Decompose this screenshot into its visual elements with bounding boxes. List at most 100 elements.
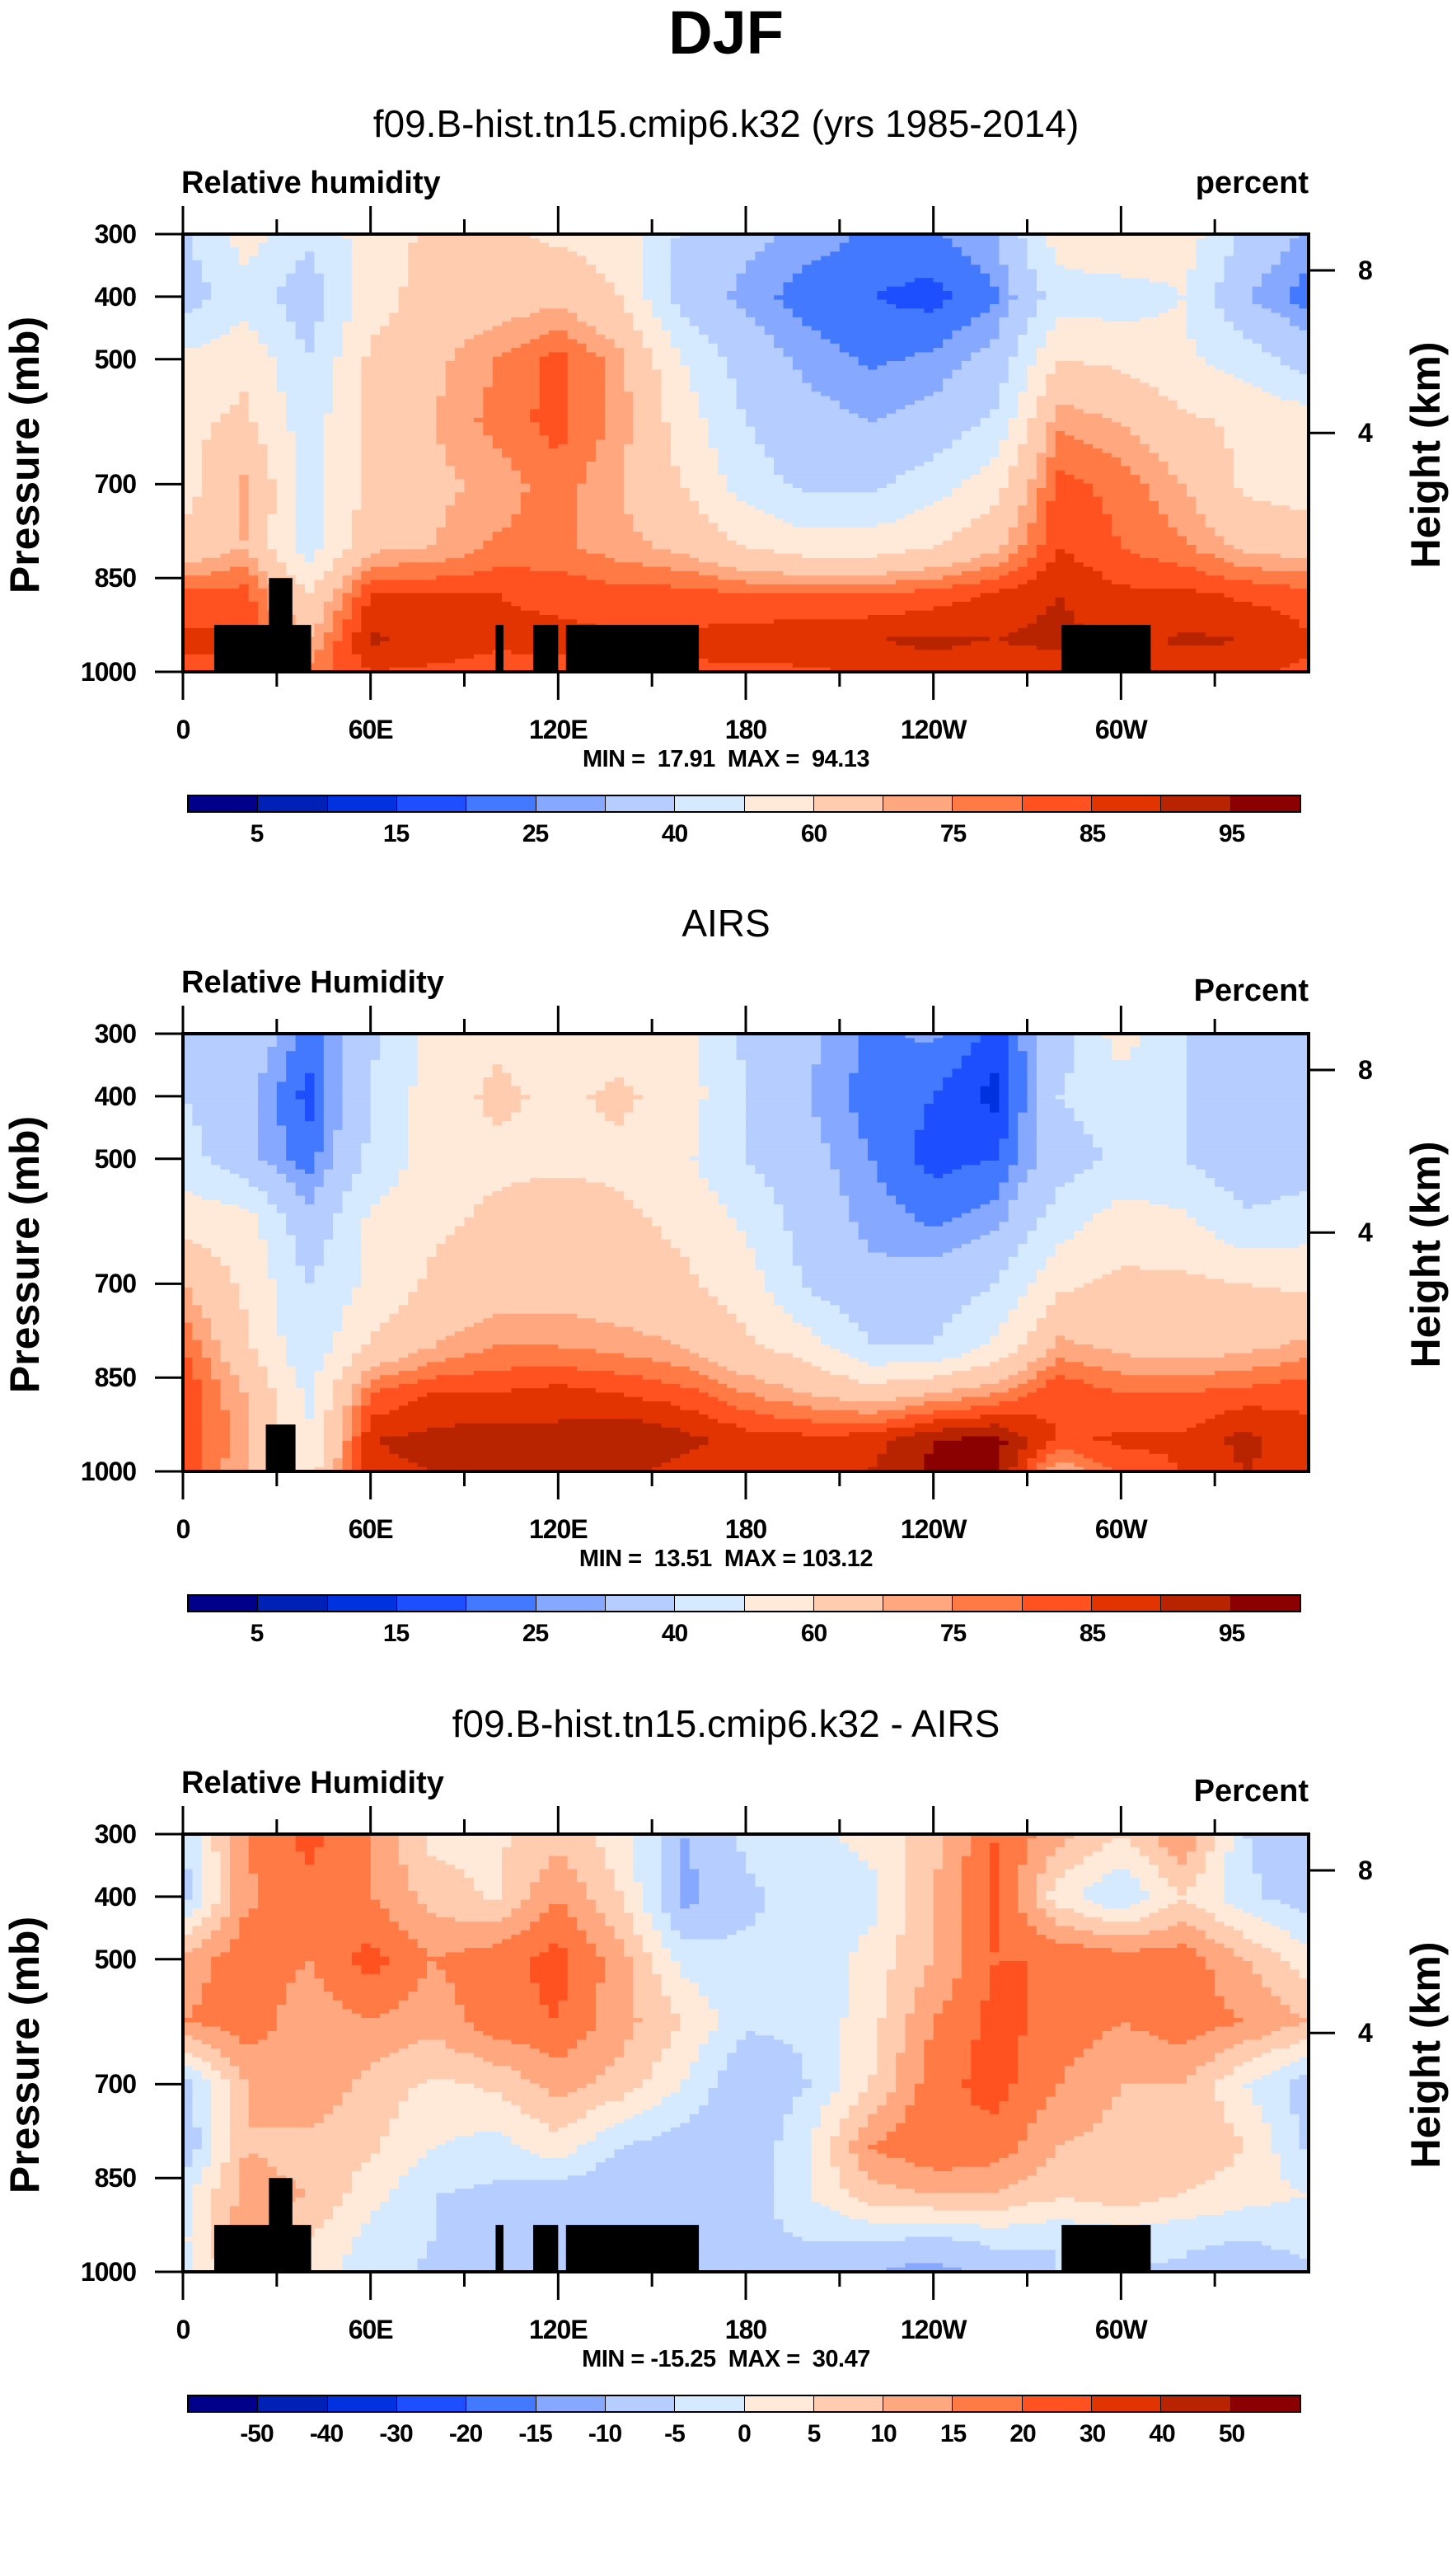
- contour-fill-cell: [1168, 1454, 1234, 1459]
- contour-fill-cell: [999, 1157, 1019, 1161]
- contour-fill-cell: [305, 256, 315, 261]
- contour-fill-cell: [202, 457, 268, 462]
- contour-fill-cell: [1037, 1069, 1075, 1074]
- contour-fill-cell: [652, 1965, 681, 1970]
- contour-fill-cell: [183, 1865, 203, 1870]
- contour-fill-cell: [934, 1926, 963, 1931]
- contour-fill-cell: [1009, 1082, 1028, 1086]
- contour-fill-cell: [183, 1974, 212, 1979]
- contour-fill-cell: [1028, 501, 1037, 506]
- contour-fill-cell: [1206, 1860, 1225, 1865]
- contour-fill-cell: [314, 256, 352, 261]
- contour-fill-cell: [1187, 1851, 1206, 1856]
- colorbar-label: 25: [503, 819, 569, 849]
- contour-fill-cell: [718, 575, 944, 580]
- contour-fill-cell: [718, 1196, 775, 1201]
- contour-fill-cell: [1272, 265, 1309, 270]
- contour-fill-cell: [371, 1091, 409, 1096]
- contour-fill-cell: [568, 422, 606, 427]
- contour-fill-cell: [624, 1354, 700, 1358]
- contour-fill-cell: [633, 1104, 700, 1109]
- contour-fill-cell: [324, 1095, 344, 1100]
- contour-fill-cell: [943, 1086, 981, 1091]
- contour-fill-cell: [183, 1939, 203, 1944]
- contour-fill-cell: [1037, 352, 1197, 357]
- contour-fill-cell: [549, 1948, 569, 1953]
- contour-fill-cell: [286, 1138, 324, 1143]
- contour-fill-cell: [981, 2014, 1028, 2019]
- contour-fill-cell: [1056, 488, 1094, 493]
- contour-fill-cell: [1018, 1432, 1056, 1437]
- contour-fill-cell: [662, 1992, 700, 1997]
- colorbar-swatch: [536, 796, 606, 811]
- contour-fill-cell: [680, 352, 718, 357]
- contour-fill-cell: [906, 1882, 934, 1887]
- contour-fill-cell: [990, 409, 1019, 414]
- contour-fill-cell: [258, 1874, 371, 1879]
- contour-fill-cell: [192, 1870, 202, 1875]
- contour-fill-cell: [680, 1454, 878, 1459]
- contour-fill-cell: [474, 1878, 503, 1883]
- contour-fill-cell: [934, 1917, 963, 1922]
- contour-fill-cell: [568, 1860, 606, 1865]
- contour-plot: [183, 1834, 1309, 2272]
- contour-fill-cell: [802, 1270, 1000, 1275]
- contour-fill-cell: [952, 488, 1000, 493]
- contour-fill-cell: [737, 1056, 822, 1061]
- contour-fill-cell: [1225, 270, 1272, 274]
- contour-fill-cell: [1225, 1944, 1262, 1949]
- contour-fill-cell: [990, 1939, 1000, 1944]
- height-tick-label: 8: [1358, 1055, 1373, 1085]
- contour-fill-cell: [1028, 251, 1056, 256]
- contour-fill-cell: [971, 1349, 1019, 1354]
- contour-fill-cell: [474, 1887, 503, 1892]
- contour-fill-cell: [211, 1318, 249, 1323]
- contour-fill-cell: [1065, 1335, 1309, 1340]
- contour-fill-cell: [962, 247, 1000, 252]
- contour-fill-cell: [971, 1208, 1009, 1213]
- contour-fill-cell: [1103, 1208, 1187, 1213]
- contour-fill-cell: [924, 1392, 991, 1397]
- contour-fill-cell: [1037, 357, 1206, 362]
- contour-fill-cell: [483, 331, 550, 335]
- contour-fill-cell: [268, 518, 297, 523]
- contour-fill-cell: [1225, 536, 1309, 541]
- contour-fill-cell: [1196, 510, 1309, 515]
- contour-fill-cell: [784, 1208, 850, 1213]
- contour-fill-cell: [192, 2005, 277, 2010]
- contour-fill-cell: [746, 414, 859, 419]
- contour-fill-cell: [671, 278, 738, 283]
- contour-fill-cell: [296, 431, 325, 436]
- contour-fill-cell: [1196, 1838, 1215, 1843]
- contour-fill-cell: [1037, 1056, 1075, 1061]
- contour-fill-cell: [1281, 1288, 1309, 1293]
- contour-fill-cell: [877, 1882, 906, 1887]
- contour-fill-cell: [999, 1279, 1037, 1283]
- contour-fill-cell: [1018, 295, 1047, 300]
- contour-fill-cell: [558, 1419, 643, 1424]
- contour-fill-cell: [1196, 505, 1290, 510]
- contour-fill-cell: [774, 462, 925, 467]
- contour-fill-cell: [436, 1913, 512, 1918]
- contour-fill-cell: [1028, 1970, 1216, 1975]
- contour-fill-cell: [1009, 1073, 1028, 1078]
- contour-fill-cell: [314, 1410, 324, 1415]
- contour-fill-cell: [1140, 479, 1178, 484]
- contour-fill-cell: [230, 1437, 250, 1442]
- contour-fill-cell: [502, 352, 550, 357]
- contour-fill-cell: [361, 374, 446, 379]
- contour-fill-cell: [183, 1424, 203, 1429]
- contour-fill-cell: [896, 479, 963, 484]
- contour-fill-cell: [981, 270, 1009, 274]
- contour-fill-cell: [408, 1354, 465, 1358]
- contour-fill-cell: [192, 505, 240, 510]
- contour-fill-cell: [737, 274, 794, 279]
- contour-fill-cell: [296, 448, 325, 453]
- contour-fill-cell: [615, 339, 644, 344]
- contour-fill-cell: [849, 1432, 916, 1437]
- contour-fill-cell: [1028, 1921, 1056, 1926]
- contour-fill-cell: [802, 554, 878, 559]
- contour-fill-cell: [1056, 1301, 1309, 1306]
- contour-fill-cell: [418, 1069, 494, 1074]
- contour-fill-cell: [1253, 1283, 1309, 1288]
